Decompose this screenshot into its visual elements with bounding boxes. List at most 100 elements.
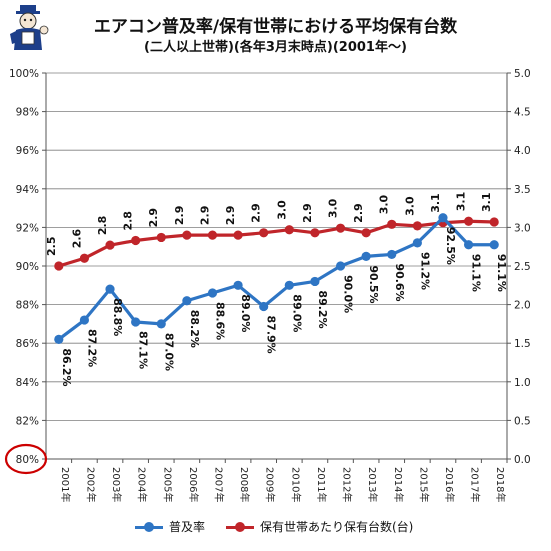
data-label-red: 3.0: [327, 198, 340, 218]
x-tick-label: 2010年: [289, 467, 302, 502]
data-point-red: [361, 228, 371, 238]
data-label-red: 3.1: [480, 192, 493, 212]
right-tick-label: 5.0: [514, 68, 531, 80]
data-label-red: 3.1: [455, 192, 468, 212]
legend-swatch-red: [226, 521, 254, 533]
data-label-blue: 88.2%: [188, 310, 201, 348]
x-tick-label: 2017年: [469, 467, 482, 502]
right-axis-labels: 0.0 0.5 1.0 1.5 2.0 2.5 3.0 3.5 4.0 4.5 5.0: [514, 68, 531, 466]
left-tick-label: 90%: [16, 261, 39, 273]
x-tick-label: 2011年: [315, 467, 328, 502]
x-tick-label: 2009年: [264, 467, 277, 502]
data-label-red: 2.8: [122, 211, 135, 231]
data-label-blue: 90.6%: [393, 263, 406, 301]
left-tick-label: 100%: [9, 68, 39, 80]
data-label-blue: 87.9%: [265, 316, 278, 354]
data-label-red: 2.9: [250, 203, 263, 223]
highlight-layer: [4, 443, 48, 475]
chart-title: エアコン普及率/保有世帯における平均保有台数: [93, 17, 458, 37]
data-point-blue: [207, 288, 218, 298]
data-point-red: [131, 235, 141, 246]
legend-label-red: 保有世帯あたり保有台数(台): [260, 520, 414, 534]
data-label-red: 2.9: [147, 208, 160, 228]
data-label-red: 3.1: [429, 193, 442, 213]
x-tick-label: 2003年: [110, 467, 123, 502]
data-point-blue: [284, 280, 294, 290]
data-label-blue: 86.2%: [60, 348, 73, 386]
right-tick-label: 3.0: [514, 222, 531, 234]
data-point-blue: [156, 319, 166, 329]
right-tick-label: 4.0: [514, 145, 531, 157]
left-axis-labels: 80% 82% 84% 86% 88% 90% 92% 94% 96% 98% 100%: [9, 68, 39, 466]
right-tick-label: 1.5: [514, 338, 531, 350]
data-point-blue: [233, 280, 243, 290]
data-point-blue: [54, 334, 64, 344]
legend: 普及率 保有世帯あたり保有台数(台): [0, 518, 551, 536]
data-label-red: 3.0: [403, 196, 416, 216]
data-label-red: 3.0: [275, 200, 288, 220]
data-label-blue: 91.2%: [418, 252, 431, 290]
data-label-red: 2.9: [224, 206, 237, 226]
data-label-red: 2.8: [96, 216, 109, 236]
x-tick-label: 2006年: [187, 467, 200, 502]
data-point-blue: [361, 251, 371, 261]
data-point-blue: [182, 296, 192, 306]
mascot-illustration: [6, 4, 50, 58]
data-label-red: 2.9: [301, 203, 314, 223]
data-label-blue: 90.0%: [342, 275, 355, 313]
data-point-red: [463, 216, 474, 226]
data-label-blue: 90.5%: [367, 265, 380, 303]
data-point-blue: [105, 284, 115, 294]
legend-item-red: 保有世帯あたり保有台数(台): [226, 518, 413, 535]
x-axis-labels: 2001年 2002年 2003年 2004年 2005年 2006年 2007年 2008年…: [59, 467, 507, 502]
left-tick-label: 92%: [16, 222, 39, 234]
data-point-red: [259, 228, 269, 238]
data-label-blue: 88.8%: [111, 298, 124, 336]
data-point-red: [105, 240, 115, 250]
legend-item-blue: 普及率: [135, 518, 205, 535]
x-tick-label: 2015年: [417, 467, 430, 502]
left-tick-label: 96%: [16, 145, 39, 157]
left-tick-label: 82%: [16, 415, 39, 427]
data-label-red: 3.0: [378, 194, 391, 214]
data-point-red: [310, 228, 320, 238]
right-tick-label: 2.0: [514, 300, 531, 312]
left-tick-label: 80%: [16, 454, 39, 466]
data-labels: 2.5 2.6 2.8 2.8 2.9 2.9 2.9 2.9 2.9 3.0 2.9 3.0 2.9 3…: [45, 192, 508, 387]
data-label-blue: 88.6%: [213, 302, 226, 340]
series-line-blue: [57, 216, 495, 341]
data-point-red: [54, 261, 64, 271]
blue-series: [54, 213, 499, 344]
x-tick-label: 2012年: [341, 467, 354, 502]
x-tick-label: 2004年: [136, 467, 149, 502]
grid-lines: [46, 72, 507, 460]
x-tick-label: 2007年: [212, 467, 225, 502]
data-point-blue: [387, 249, 397, 260]
data-label-red: 2.6: [70, 228, 83, 248]
x-tick-label: 2008年: [238, 467, 251, 502]
data-point-blue: [489, 240, 499, 250]
data-label-blue: 89.2%: [316, 290, 329, 328]
data-label-blue: 91.1%: [495, 254, 508, 292]
data-point-blue: [259, 301, 269, 312]
data-point-blue: [463, 240, 474, 250]
left-tick-label: 98%: [16, 107, 39, 119]
highlight-circle: [4, 443, 48, 475]
data-label-red: 2.9: [198, 206, 211, 226]
x-tick-label: 2016年: [443, 467, 456, 502]
data-point-red: [233, 230, 243, 240]
right-tick-label: 0.0: [514, 454, 531, 466]
right-tick-label: 1.0: [514, 377, 531, 389]
data-point-red: [412, 221, 422, 231]
legend-swatch-blue: [135, 521, 163, 533]
data-label-blue: 92.5%: [444, 227, 457, 265]
data-point-red: [207, 230, 218, 240]
x-tick-label: 2018年: [494, 467, 507, 502]
data-label-blue: 87.0%: [162, 333, 175, 371]
right-tick-label: 2.5: [514, 261, 531, 273]
data-label-red: 2.9: [352, 203, 365, 223]
data-point-blue: [412, 238, 422, 248]
x-tick-label: 2014年: [392, 467, 405, 502]
right-tick-label: 4.5: [514, 107, 531, 119]
